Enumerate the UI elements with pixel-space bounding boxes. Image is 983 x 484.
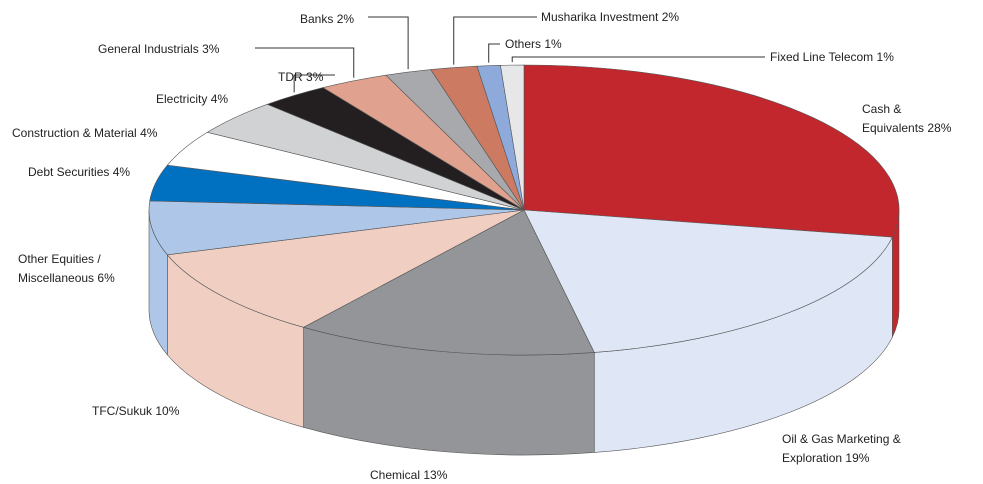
category-name: Banks	[300, 12, 334, 26]
category-name: Musharika Investment	[541, 10, 659, 24]
leader-line	[293, 74, 335, 93]
value-label: 4%	[140, 126, 158, 140]
value-label: 13%	[423, 468, 448, 482]
slice	[500, 64, 525, 211]
leader-line	[488, 43, 500, 63]
value-label: 1%	[876, 50, 894, 64]
value-label: 3%	[202, 42, 220, 56]
slice-label: Other Equities / Miscellaneous 6%	[18, 250, 130, 288]
category-name: General Industrials	[98, 42, 199, 56]
leader-line	[368, 16, 409, 70]
value-label: 6%	[97, 271, 115, 285]
slice-label: Banks 2%	[300, 10, 354, 29]
slice-label: Oil & Gas Marketing & Exploration 19%	[782, 430, 922, 468]
slice-label: Cash & Equivalents 28%	[862, 100, 962, 138]
category-name: Electricity	[156, 92, 208, 106]
value-label: 4%	[112, 165, 131, 179]
value-label: 19%	[845, 451, 870, 465]
category-name: Others	[505, 37, 542, 51]
slice-label: Chemical 13%	[370, 466, 447, 484]
slice-label: Electricity 4%	[156, 90, 228, 109]
leader-line	[511, 56, 765, 63]
category-name: Other Equities / Miscellaneous	[18, 252, 101, 285]
value-label: 2%	[661, 10, 680, 24]
slice	[302, 209, 595, 356]
category-name: Fixed Line Telecom	[770, 50, 874, 64]
category-name: Cash & Equivalents	[862, 102, 925, 135]
slice	[523, 64, 900, 238]
value-label: 1%	[544, 37, 562, 51]
leader-line	[453, 16, 537, 65]
slice-label: Others 1%	[505, 35, 562, 54]
slice	[523, 209, 893, 353]
category-name: Debt Securities	[28, 165, 110, 179]
slice-label: Musharika Investment 2%	[541, 8, 679, 27]
category-name: TDR	[278, 70, 303, 84]
leader-line	[255, 47, 355, 78]
category-name: Chemical	[370, 468, 421, 482]
value-label: 4%	[210, 92, 229, 106]
slice-label: Debt Securities 4%	[28, 163, 130, 182]
category-name: TFC/Sukuk	[92, 404, 153, 418]
slice-label: Construction & Material 4%	[12, 124, 157, 143]
slice-label: TFC/Sukuk 10%	[92, 402, 179, 421]
slice-label: TDR 3%	[278, 68, 323, 87]
value-label: 3%	[306, 70, 324, 84]
side-walls	[148, 209, 900, 456]
value-label: 2%	[336, 12, 355, 26]
slice-tops	[148, 64, 900, 356]
value-label: 10%	[155, 404, 180, 418]
value-label: 28%	[927, 121, 952, 135]
slice	[148, 200, 525, 256]
slice	[166, 209, 525, 328]
category-name: Oil & Gas Marketing & Exploration	[782, 432, 901, 465]
category-name: Construction & Material	[12, 126, 137, 140]
slice-label: General Industrials 3%	[98, 40, 219, 59]
slice-label: Fixed Line Telecom 1%	[770, 48, 894, 67]
